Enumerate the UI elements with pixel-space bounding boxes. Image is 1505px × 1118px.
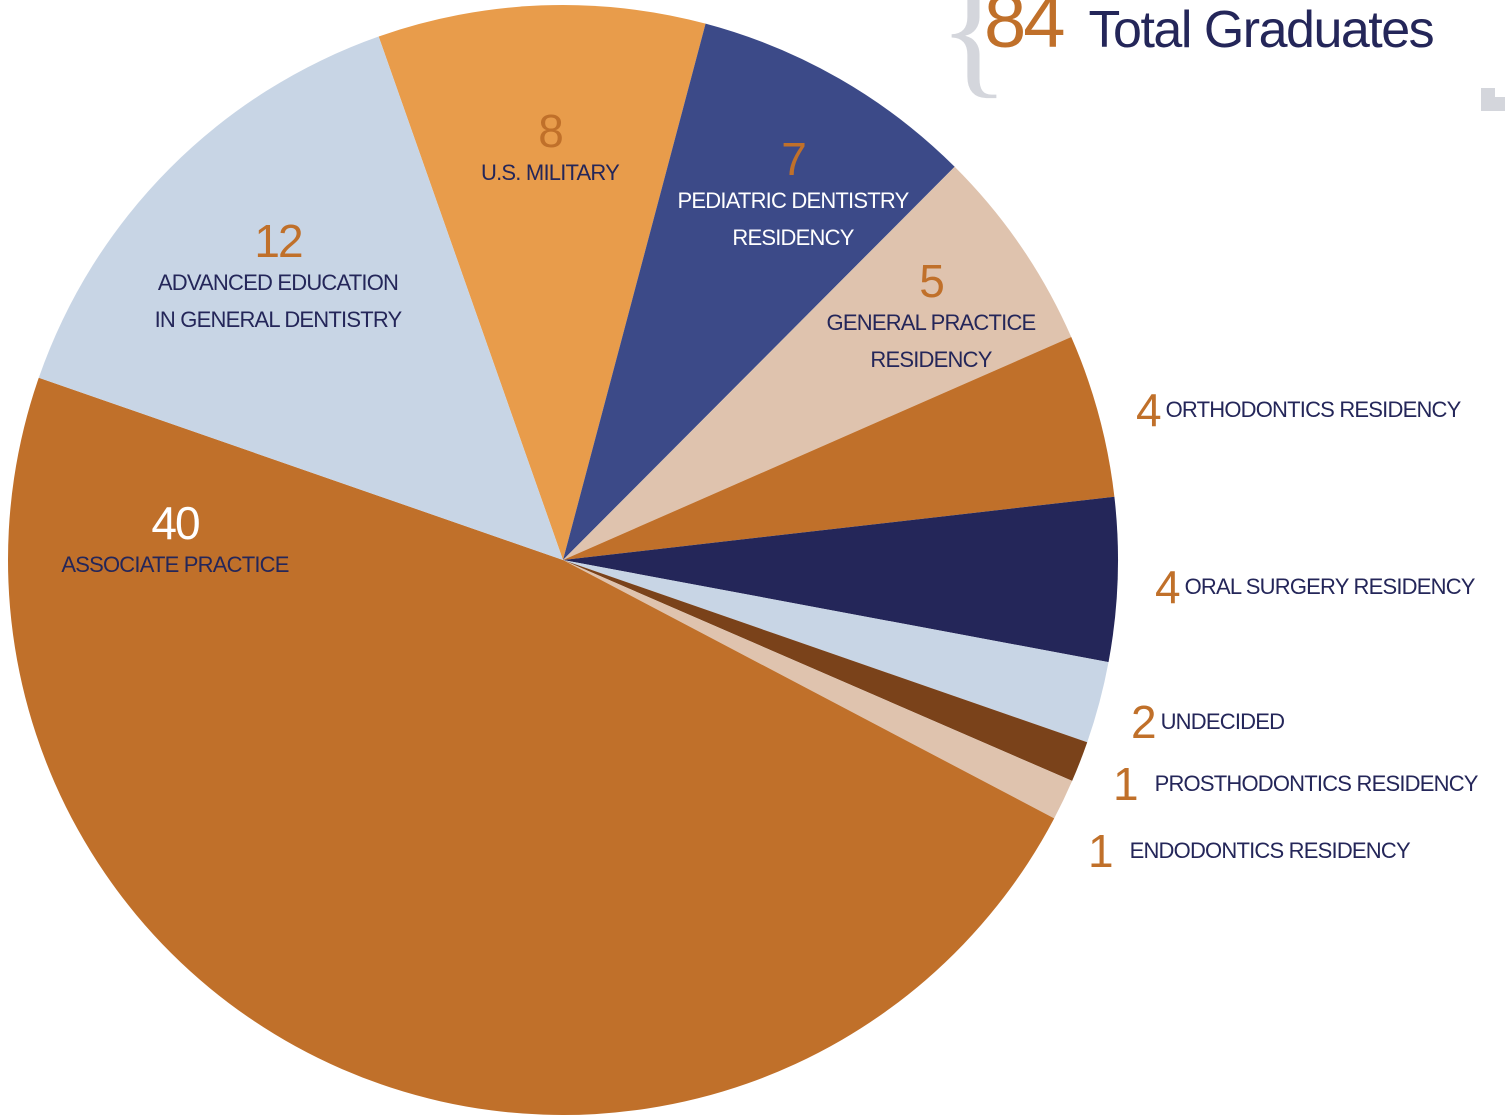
value-label: 12: [254, 215, 303, 267]
slice-label: 4 ORTHODONTICS RESIDENCY: [1136, 387, 1461, 433]
slice-label: 1 PROSTHODONTICS RESIDENCY: [1113, 761, 1478, 807]
category-label: UNDECIDED: [1160, 709, 1285, 734]
category-label: ENDODONTICS RESIDENCY: [1129, 838, 1411, 863]
value-label: 8: [538, 105, 564, 157]
value-label: 4: [1136, 384, 1162, 436]
category-label: ORAL SURGERY RESIDENCY: [1184, 574, 1476, 599]
pie-slice: [563, 166, 1072, 560]
pie-slice: [563, 560, 1109, 743]
value-label: 1: [1088, 825, 1114, 877]
brace-decoration: {: [938, 0, 1010, 111]
pie-slice: [563, 560, 1073, 819]
category-label: ORTHODONTICS RESIDENCY: [1165, 397, 1462, 422]
category-label: GENERAL PRACTICE RESIDENCY: [826, 310, 1037, 372]
slice-label: 40 ASSOCIATE PRACTICE: [61, 497, 289, 583]
category-label: PEDIATRIC DENTISTRY RESIDENCY: [677, 188, 910, 250]
pie-slice: [563, 337, 1115, 560]
slice-label: 5 GENERAL PRACTICE RESIDENCY: [826, 255, 1037, 378]
category-label: ADVANCED EDUCATION IN GENERAL DENTISTRY: [154, 270, 403, 332]
total-value: 84: [984, 0, 1066, 64]
pie-slice: [378, 4, 706, 560]
slice-label: 8 U.S. MILITARY: [481, 105, 620, 191]
slice-label: 1 ENDODONTICS RESIDENCY: [1088, 825, 1411, 877]
pie-slice: [563, 23, 955, 560]
value-label: 4: [1155, 561, 1181, 613]
value-label: 40: [151, 497, 200, 549]
category-label: U.S. MILITARY: [481, 160, 620, 185]
slice-label: 12 ADVANCED EDUCATION IN GENERAL DENTISTR…: [154, 215, 403, 338]
value-label: 1: [1113, 758, 1139, 810]
bracket-decoration: [1481, 88, 1505, 111]
pie-slice: [563, 496, 1118, 663]
slice-label: 7 PEDIATRIC DENTISTRY RESIDENCY: [677, 133, 910, 256]
slice-label: 2 UNDECIDED: [1131, 696, 1285, 748]
slice-label: 4 ORAL SURGERY RESIDENCY: [1155, 564, 1475, 610]
pie-slice: [7, 377, 1055, 1116]
pie-slice: [563, 560, 1088, 781]
title: 84 Total Graduates: [984, 0, 1435, 65]
category-label: ASSOCIATE PRACTICE: [61, 552, 289, 577]
value-label: 2: [1131, 696, 1157, 748]
category-label: PROSTHODONTICS RESIDENCY: [1154, 771, 1479, 796]
value-label: 7: [781, 133, 807, 185]
chart-title: Total Graduates: [1088, 1, 1435, 59]
pie-slice: [38, 36, 564, 561]
value-label: 5: [919, 255, 945, 307]
